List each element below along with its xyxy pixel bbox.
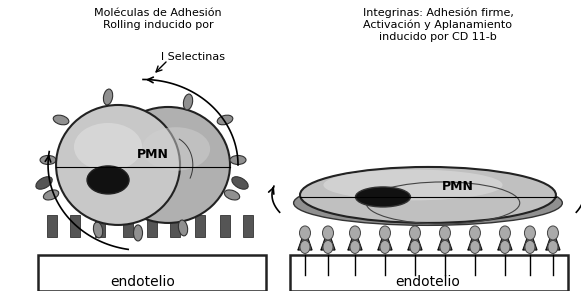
Ellipse shape	[324, 170, 503, 200]
Ellipse shape	[500, 226, 511, 240]
Ellipse shape	[232, 177, 248, 189]
Ellipse shape	[380, 240, 390, 253]
Bar	[170, 215, 180, 237]
Text: Integrinas: Adhesión firme,: Integrinas: Adhesión firme,	[363, 8, 514, 19]
Text: Activación y Aplanamiento: Activación y Aplanamiento	[364, 20, 512, 31]
Ellipse shape	[178, 220, 188, 236]
Ellipse shape	[53, 115, 69, 125]
Ellipse shape	[470, 240, 480, 253]
Ellipse shape	[293, 180, 562, 225]
Text: PMN: PMN	[137, 148, 169, 162]
Text: PMN: PMN	[442, 180, 474, 194]
Ellipse shape	[230, 155, 246, 164]
Ellipse shape	[134, 225, 142, 241]
Ellipse shape	[525, 240, 535, 253]
Ellipse shape	[410, 226, 421, 240]
Ellipse shape	[300, 167, 556, 223]
Ellipse shape	[439, 226, 450, 240]
Ellipse shape	[299, 226, 310, 240]
Bar	[38, 255, 266, 291]
Text: l Selectinas: l Selectinas	[161, 52, 225, 62]
Ellipse shape	[300, 240, 310, 253]
Polygon shape	[298, 230, 312, 250]
Text: Rolling inducido por: Rolling inducido por	[103, 20, 213, 30]
Bar	[220, 215, 230, 237]
Polygon shape	[498, 230, 512, 250]
Text: endotelio: endotelio	[396, 275, 460, 289]
Polygon shape	[321, 230, 335, 250]
Ellipse shape	[103, 89, 113, 105]
Ellipse shape	[36, 177, 52, 189]
Ellipse shape	[224, 190, 240, 200]
Ellipse shape	[87, 166, 129, 194]
Bar	[95, 215, 105, 237]
Ellipse shape	[500, 240, 510, 253]
Ellipse shape	[525, 226, 536, 240]
Bar	[290, 255, 568, 291]
Ellipse shape	[469, 226, 480, 240]
Ellipse shape	[547, 226, 558, 240]
Polygon shape	[408, 230, 422, 250]
Ellipse shape	[356, 187, 410, 207]
Ellipse shape	[184, 94, 193, 110]
Polygon shape	[546, 230, 560, 250]
Ellipse shape	[410, 240, 420, 253]
Polygon shape	[348, 230, 362, 250]
Bar	[70, 215, 80, 237]
Ellipse shape	[350, 240, 360, 253]
Ellipse shape	[350, 226, 360, 240]
Ellipse shape	[106, 107, 230, 223]
Ellipse shape	[142, 127, 210, 171]
Ellipse shape	[548, 240, 558, 253]
Ellipse shape	[74, 123, 142, 171]
Bar	[47, 215, 57, 237]
Bar	[195, 215, 205, 237]
Polygon shape	[438, 230, 452, 250]
Text: endotelio: endotelio	[110, 275, 175, 289]
Ellipse shape	[440, 240, 450, 253]
Ellipse shape	[44, 190, 59, 200]
Polygon shape	[378, 230, 392, 250]
Text: Moléculas de Adhesión: Moléculas de Adhesión	[94, 8, 222, 18]
Ellipse shape	[56, 105, 180, 225]
Ellipse shape	[40, 155, 56, 164]
Polygon shape	[523, 230, 537, 250]
Ellipse shape	[379, 226, 390, 240]
Bar	[147, 215, 157, 237]
Ellipse shape	[217, 115, 233, 125]
Bar	[243, 215, 253, 237]
Ellipse shape	[323, 240, 333, 253]
Ellipse shape	[94, 222, 103, 238]
Polygon shape	[468, 230, 482, 250]
Bar	[123, 215, 133, 237]
Text: inducido por CD 11-b: inducido por CD 11-b	[379, 32, 497, 42]
Ellipse shape	[322, 226, 333, 240]
